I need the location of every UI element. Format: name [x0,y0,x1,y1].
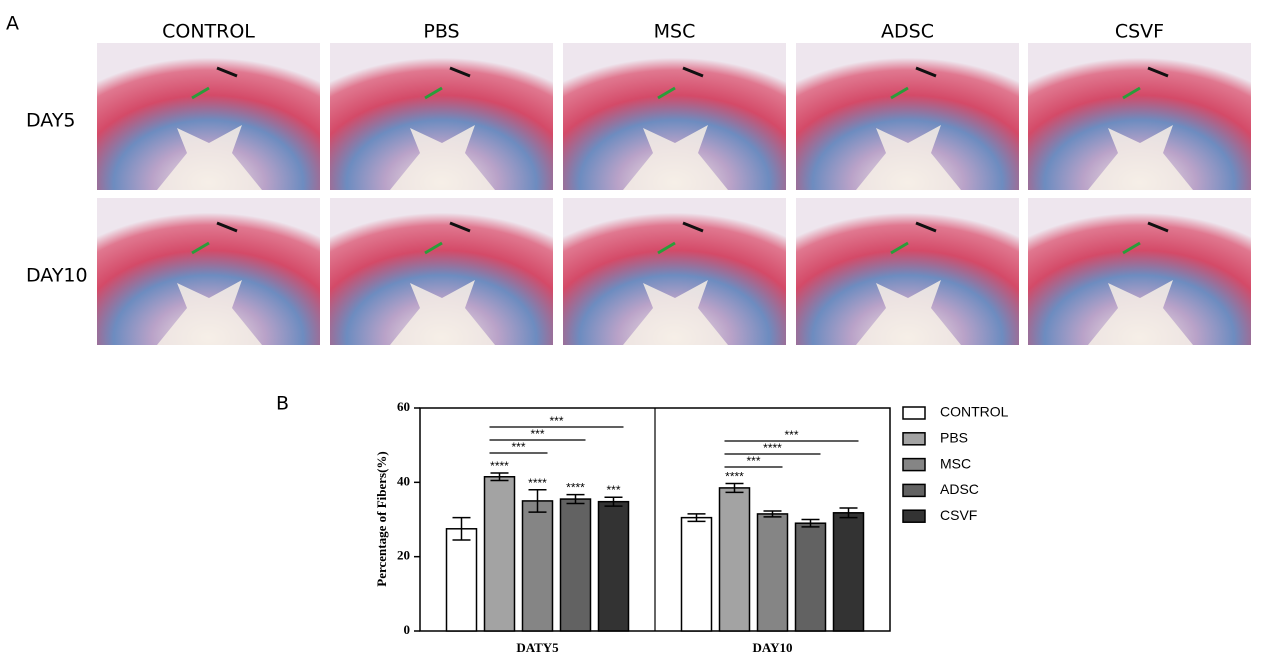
legend-swatch [902,406,926,420]
histology-grid: CONTROL PBS MSC ADSC CSVF DAY5 DAY10 [26,21,1251,345]
significance: **** [528,476,547,490]
y-tick-label: 60 [397,399,410,414]
legend-swatch [902,509,926,523]
significance: **** [490,459,509,473]
comparison-label: *** [784,428,798,442]
arrow [191,241,210,255]
lumen [390,280,495,345]
arrow [657,86,676,100]
column-label: MSC [654,21,696,43]
legend-label: CSVF [940,507,977,523]
x-tick-label: DAY10 [753,640,793,655]
arrow [216,221,238,233]
column-label: PBS [423,21,459,43]
arrow [657,241,676,255]
arrow [1122,86,1141,100]
lumen [157,125,262,190]
row-label: DAY5 [26,110,76,132]
y-axis-label: Percentage of Fibers(%) [374,451,389,586]
bar [597,500,630,632]
significance: *** [606,483,620,497]
lumen [1088,280,1193,345]
comparison-label: *** [746,454,760,468]
comparison-label: **** [763,441,782,455]
lumen [1088,125,1193,190]
column-label: CSVF [1115,21,1164,43]
arrow [449,66,471,78]
legend-label: PBS [940,430,968,446]
comparison-label: *** [511,440,525,454]
arrow [682,66,704,78]
lumen [390,125,495,190]
arrow [890,241,909,255]
arrow [915,66,937,78]
legend-label: CONTROL [940,404,1009,420]
bar [756,513,789,632]
bar [794,522,827,632]
legend-swatch [902,457,926,472]
panel-label: B [276,393,289,415]
arrow [449,221,471,233]
arrow [682,221,704,233]
legend-label: ADSC [940,481,979,497]
bar [680,516,713,632]
bar [718,487,751,632]
legend-label: MSC [940,455,971,471]
row-label: DAY10 [26,265,88,287]
bar [521,500,554,632]
arrow [1147,66,1169,78]
significance: **** [725,469,744,483]
comparison-label: *** [549,414,563,428]
arrow [1147,221,1169,233]
arrow [191,86,210,100]
y-tick-label: 40 [397,473,410,488]
column-label: ADSC [881,21,934,43]
lumen [856,280,961,345]
arrow [915,221,937,233]
x-tick-label: DATY5 [516,640,559,655]
y-tick-label: 20 [397,548,410,563]
bar [832,512,865,632]
arrow [890,86,909,100]
arrow [216,66,238,78]
column-label: CONTROL [162,21,255,43]
arrow [1122,241,1141,255]
panel-label: A [6,13,19,35]
lumen [623,125,728,190]
bar [445,528,478,632]
bar [483,476,516,632]
legend-swatch [902,483,926,498]
legend-swatch [902,432,926,446]
lumen [157,280,262,345]
comparison-label: *** [530,427,544,441]
significance: **** [566,481,585,495]
y-tick-label: 0 [404,622,411,637]
lumen [623,280,728,345]
lumen [856,125,961,190]
bar [559,498,592,632]
arrow [424,86,443,100]
arrow [424,241,443,255]
